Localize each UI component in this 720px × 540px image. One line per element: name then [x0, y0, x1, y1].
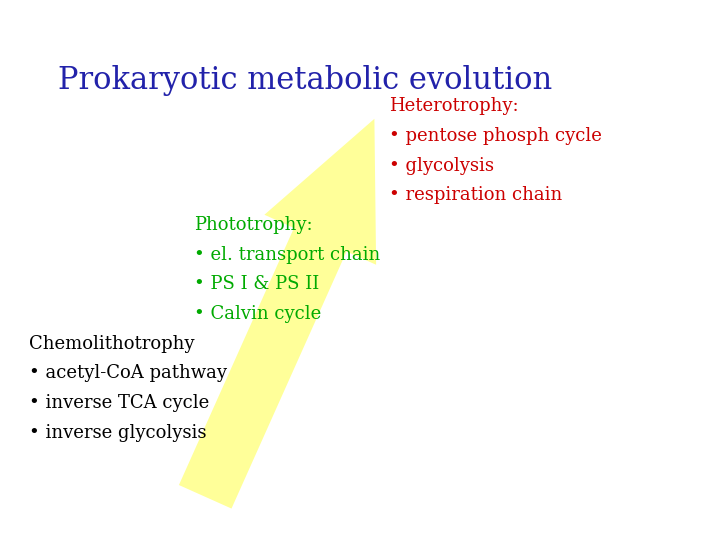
- Text: • acetyl-CoA pathway: • acetyl-CoA pathway: [29, 364, 227, 382]
- Text: • pentose phosph cycle: • pentose phosph cycle: [389, 127, 602, 145]
- Text: Phototrophy:: Phototrophy:: [194, 216, 313, 234]
- Text: Chemolithotrophy: Chemolithotrophy: [29, 335, 194, 353]
- Text: • respiration chain: • respiration chain: [389, 186, 562, 204]
- Text: • el. transport chain: • el. transport chain: [194, 246, 381, 264]
- Text: Prokaryotic metabolic evolution: Prokaryotic metabolic evolution: [58, 65, 552, 96]
- Text: • PS I & PS II: • PS I & PS II: [194, 275, 320, 293]
- Text: Heterotrophy:: Heterotrophy:: [389, 97, 518, 115]
- Text: • inverse TCA cycle: • inverse TCA cycle: [29, 394, 209, 412]
- Polygon shape: [179, 119, 376, 509]
- Text: • Calvin cycle: • Calvin cycle: [194, 305, 322, 323]
- Text: • inverse glycolysis: • inverse glycolysis: [29, 424, 207, 442]
- Text: • glycolysis: • glycolysis: [389, 157, 494, 174]
